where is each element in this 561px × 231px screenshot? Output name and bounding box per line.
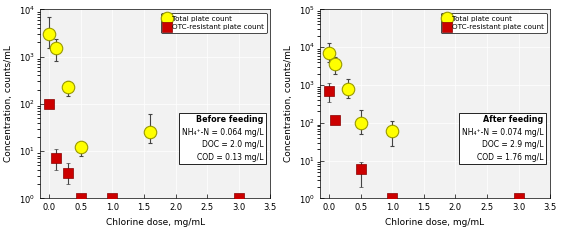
Legend: Total plate count, OTC-resistant plate count: Total plate count, OTC-resistant plate c… — [161, 13, 267, 33]
Y-axis label: Concentration, counts/mL: Concentration, counts/mL — [4, 46, 13, 162]
X-axis label: Chlorine dose, mg/mL: Chlorine dose, mg/mL — [385, 218, 485, 227]
Text: NH₄⁺-N = 0.064 mg/L
DOC = 2.0 mg/L
COD = 0.13 mg/L: NH₄⁺-N = 0.064 mg/L DOC = 2.0 mg/L COD =… — [182, 115, 264, 162]
Legend: Total plate count, OTC-resistant plate count: Total plate count, OTC-resistant plate c… — [441, 13, 546, 33]
Text: Before feeding: Before feeding — [196, 115, 264, 124]
Text: NH₄⁺-N = 0.074 mg/L
DOC = 2.9 mg/L
COD = 1.76 mg/L: NH₄⁺-N = 0.074 mg/L DOC = 2.9 mg/L COD =… — [462, 115, 543, 162]
Y-axis label: Concentration, counts/mL: Concentration, counts/mL — [284, 46, 293, 162]
Text: After feeding: After feeding — [483, 115, 543, 124]
X-axis label: Chlorine dose, mg/mL: Chlorine dose, mg/mL — [105, 218, 205, 227]
